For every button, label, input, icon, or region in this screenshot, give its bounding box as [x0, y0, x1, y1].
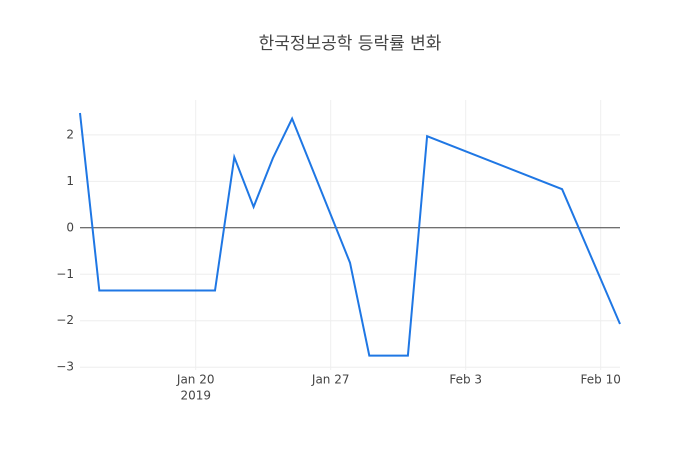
x-year-label: 2019	[180, 389, 211, 403]
chart-title: 한국정보공학 등락률 변화	[259, 34, 442, 54]
x-tick-label: Jan 27	[311, 373, 350, 387]
x-tick-label: Feb 3	[449, 373, 482, 387]
x-tick-label: Feb 10	[581, 373, 621, 387]
x-tick-label: Jan 20	[176, 373, 215, 387]
y-tick-label: 2	[66, 127, 74, 141]
y-tick-label: −3	[56, 360, 74, 374]
y-tick-label: −2	[56, 313, 74, 327]
y-tick-label: 0	[66, 220, 74, 234]
line	[79, 112, 621, 357]
y-tick-label: 1	[66, 174, 74, 188]
y-tick-label: −1	[56, 267, 74, 281]
